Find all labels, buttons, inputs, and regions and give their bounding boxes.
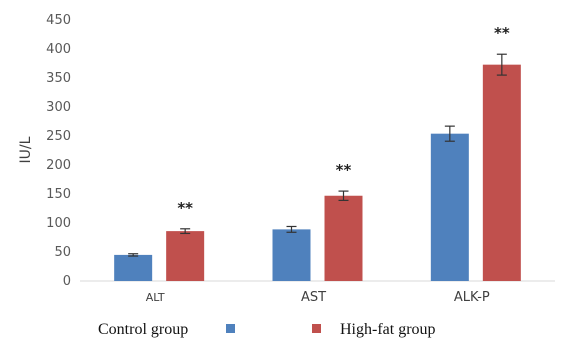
y-tick-label: 400 bbox=[46, 42, 71, 57]
bar-control-alk-p bbox=[430, 133, 469, 281]
y-tick-label: 300 bbox=[46, 100, 71, 115]
y-tick-label: 0 bbox=[63, 274, 71, 289]
legend-swatch bbox=[312, 324, 321, 333]
y-tick-label: 450 bbox=[46, 13, 71, 28]
error-bar bbox=[180, 228, 191, 235]
y-tick-label: 250 bbox=[46, 129, 71, 144]
error-bar bbox=[496, 53, 507, 76]
significance-marker: ** bbox=[336, 161, 352, 179]
legend: Control group High-fat group bbox=[98, 321, 436, 338]
y-tick-label: 150 bbox=[46, 187, 71, 202]
y-tick-label: 200 bbox=[46, 158, 71, 173]
legend-label: High-fat group bbox=[340, 321, 436, 338]
y-axis-label: IU/L bbox=[18, 136, 34, 163]
category-label: ALT bbox=[146, 291, 165, 304]
y-axis-ticks: 0 50 100 150 200 250 300 350 400 450 bbox=[46, 13, 71, 289]
error-bar bbox=[338, 190, 349, 201]
bars-group: ** ** ** bbox=[114, 24, 521, 281]
category-labels: ALT AST ALK-P bbox=[146, 290, 490, 305]
significance-marker: ** bbox=[494, 24, 510, 42]
legend-label: Control group bbox=[98, 321, 188, 338]
category-label: AST bbox=[301, 290, 326, 305]
legend-swatch bbox=[226, 324, 235, 333]
error-bar bbox=[128, 253, 139, 257]
error-bar bbox=[444, 125, 455, 142]
bar-high-fat-alk-p bbox=[482, 64, 521, 281]
bar-control-alt bbox=[114, 254, 153, 281]
y-tick-label: 100 bbox=[46, 216, 71, 231]
bar-high-fat-ast bbox=[324, 195, 363, 281]
error-bar bbox=[286, 225, 297, 233]
y-tick-label: 350 bbox=[46, 71, 71, 86]
bar-high-fat-alt bbox=[166, 231, 205, 281]
category-label: ALK-P bbox=[454, 290, 490, 305]
significance-marker: ** bbox=[177, 199, 193, 217]
bar-control-ast bbox=[272, 229, 311, 281]
y-tick-label: 50 bbox=[54, 245, 71, 260]
